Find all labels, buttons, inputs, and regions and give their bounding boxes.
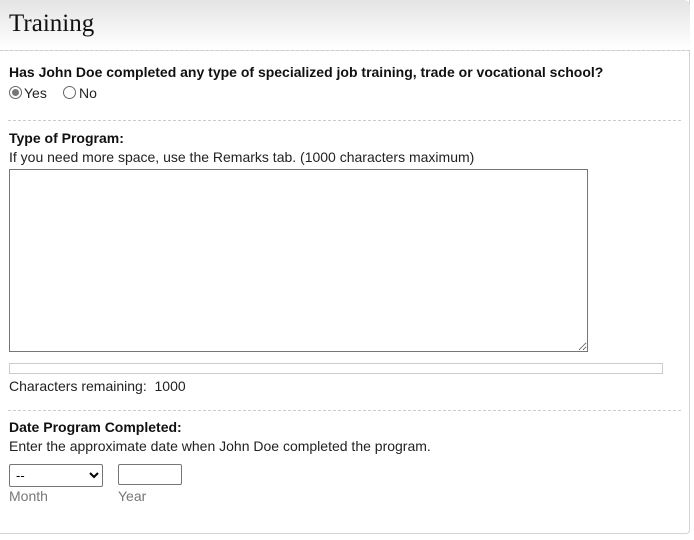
panel-header: Training	[0, 0, 690, 51]
no-label[interactable]: No	[79, 85, 97, 101]
character-progress-bar	[9, 363, 663, 374]
training-question-label: Has John Doe completed any type of speci…	[9, 64, 604, 80]
yes-radio[interactable]	[9, 86, 22, 99]
year-label: Year	[118, 488, 147, 504]
characters-remaining-label: Characters remaining: 1000	[9, 378, 186, 394]
program-hint: If you need more space, use the Remarks …	[9, 149, 475, 165]
no-radio[interactable]	[63, 86, 76, 99]
month-select[interactable]: --	[9, 464, 103, 487]
divider	[8, 410, 681, 411]
yes-label[interactable]: Yes	[24, 85, 47, 101]
month-label: Month	[9, 488, 48, 504]
program-label: Type of Program:	[9, 130, 124, 146]
page-title: Training	[9, 10, 95, 37]
year-input[interactable]	[118, 464, 182, 485]
characters-remaining-count: 1000	[154, 378, 186, 394]
divider	[8, 120, 681, 121]
date-hint: Enter the approximate date when John Doe…	[9, 438, 431, 454]
date-label: Date Program Completed:	[9, 419, 182, 435]
program-textarea[interactable]	[9, 169, 588, 352]
